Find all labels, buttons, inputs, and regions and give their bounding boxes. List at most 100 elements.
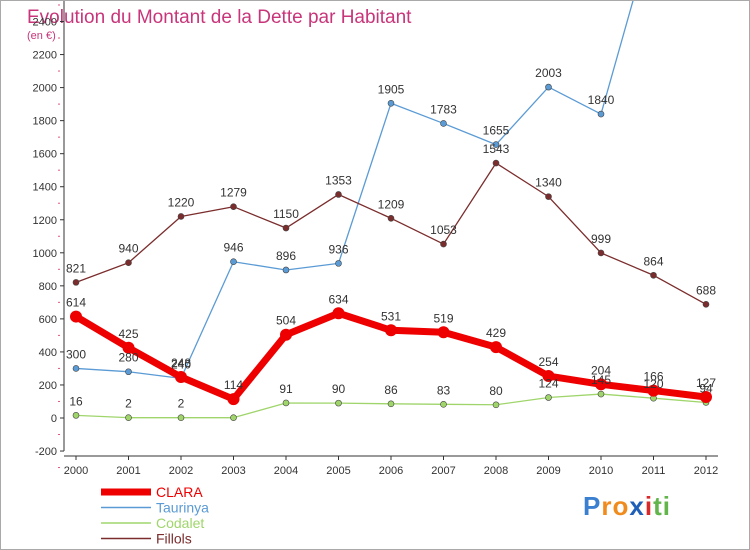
data-point-taurinya <box>387 99 395 107</box>
data-label-codalet: 145 <box>591 373 611 387</box>
y-tick-label: 800 <box>39 281 57 293</box>
y-tick-label: 2000 <box>33 83 57 95</box>
data-label-codalet: 124 <box>538 377 558 391</box>
data-label-fillols: 1353 <box>325 173 352 187</box>
data-point-clara <box>647 384 660 397</box>
data-label-taurinya: 240 <box>171 357 191 371</box>
y-tick-label: 2400 <box>33 17 57 29</box>
data-label-fillols: 1150 <box>273 207 299 221</box>
data-point-fillols <box>702 301 710 308</box>
data-label-taurinya: 936 <box>328 242 348 256</box>
data-label-codalet: 80 <box>489 384 503 398</box>
x-tick-label: 2012 <box>694 465 718 477</box>
data-label-clara: 519 <box>433 311 453 325</box>
y-tick-label: 1000 <box>33 248 57 260</box>
data-point-codalet <box>387 400 395 408</box>
data-point-clara <box>227 393 240 406</box>
data-point-clara <box>437 326 450 339</box>
data-point-fillols <box>230 203 237 211</box>
logo-letter: i <box>662 491 671 521</box>
data-point-fillols <box>597 249 605 257</box>
data-label-fillols: 1209 <box>378 197 405 211</box>
x-tick-label: 2002 <box>169 465 193 477</box>
data-point-codalet <box>72 412 80 419</box>
data-label-taurinya: 1783 <box>430 102 457 116</box>
data-point-clara <box>70 310 82 323</box>
data-point-clara <box>490 341 502 354</box>
y-tick-label: 200 <box>39 380 57 392</box>
logo-letter: r <box>601 491 613 521</box>
data-label-taurinya: 300 <box>66 347 86 361</box>
x-tick-label: 2003 <box>221 465 245 477</box>
data-point-clara <box>542 370 555 383</box>
data-label-taurinya: 946 <box>223 241 243 255</box>
data-point-codalet <box>492 401 500 409</box>
legend-label-codalet: Codalet <box>156 515 204 531</box>
x-tick-label: 2008 <box>484 465 508 477</box>
data-point-codalet <box>597 390 605 398</box>
data-label-clara: 614 <box>66 296 86 310</box>
data-point-fillols <box>125 259 132 267</box>
data-label-fillols: 999 <box>591 232 611 246</box>
data-point-clara <box>700 391 712 404</box>
data-point-codalet <box>335 399 342 407</box>
x-tick-label: 2001 <box>116 465 140 477</box>
data-label-taurinya: 2003 <box>535 66 562 80</box>
data-label-clara: 531 <box>381 309 401 323</box>
data-point-fillols <box>335 191 342 198</box>
y-tick-label: 0 <box>51 413 57 425</box>
data-point-clara <box>595 378 607 391</box>
data-point-codalet <box>125 414 132 421</box>
data-point-clara <box>175 371 187 384</box>
data-label-clara: 634 <box>328 292 348 306</box>
data-label-taurinya: 280 <box>118 351 138 365</box>
data-label-fillols: 821 <box>66 261 86 275</box>
data-point-fillols <box>387 214 395 222</box>
data-label-codalet: 83 <box>437 383 451 397</box>
data-label-fillols: 688 <box>696 283 716 297</box>
data-point-taurinya <box>492 141 500 148</box>
logo-letter: i <box>644 491 654 521</box>
data-point-codalet <box>440 400 447 408</box>
data-point-fillols <box>177 213 185 220</box>
data-point-fillols <box>282 224 290 232</box>
data-point-taurinya <box>597 110 605 118</box>
data-point-fillols <box>650 271 657 279</box>
y-tick-label: 1400 <box>33 182 57 194</box>
data-point-codalet <box>177 414 185 421</box>
data-label-fillols: 940 <box>118 242 138 256</box>
data-label-fillols: 1279 <box>220 186 247 200</box>
legend-label-clara: CLARA <box>156 484 203 500</box>
x-tick-label: 2010 <box>589 465 613 477</box>
data-label-clara: 425 <box>118 327 138 341</box>
y-tick-label: -200 <box>35 446 57 458</box>
data-point-clara <box>122 341 135 354</box>
data-point-fillols <box>545 193 552 200</box>
data-label-fillols: 1053 <box>430 223 457 237</box>
data-label-taurinya: 1905 <box>378 82 405 96</box>
data-label-fillols: 1220 <box>168 195 195 209</box>
data-label-fillols: 1340 <box>535 176 562 190</box>
data-label-fillols: 864 <box>643 254 663 268</box>
chart-subtitle: (en €) <box>27 30 56 42</box>
x-tick-label: 2006 <box>379 465 403 477</box>
logo-letter: o <box>612 491 630 521</box>
data-label-clara: 127 <box>696 376 716 390</box>
data-point-fillols <box>440 240 447 248</box>
x-tick-label: 2000 <box>64 465 88 477</box>
data-label-taurinya: 1655 <box>483 124 510 138</box>
data-label-clara: 248 <box>171 356 191 370</box>
data-point-taurinya <box>230 258 237 266</box>
data-label-clara: 114 <box>224 378 243 392</box>
logo-letter: x <box>629 491 645 521</box>
data-label-codalet: 2 <box>125 397 132 411</box>
data-point-clara <box>385 324 397 337</box>
y-tick-label: 400 <box>39 347 57 359</box>
data-point-taurinya <box>440 120 447 127</box>
data-point-fillols <box>492 159 500 167</box>
data-label-codalet: 90 <box>332 382 346 396</box>
data-label-codalet: 16 <box>69 394 83 408</box>
data-label-clara: 254 <box>538 355 558 369</box>
data-point-codalet <box>282 399 290 407</box>
